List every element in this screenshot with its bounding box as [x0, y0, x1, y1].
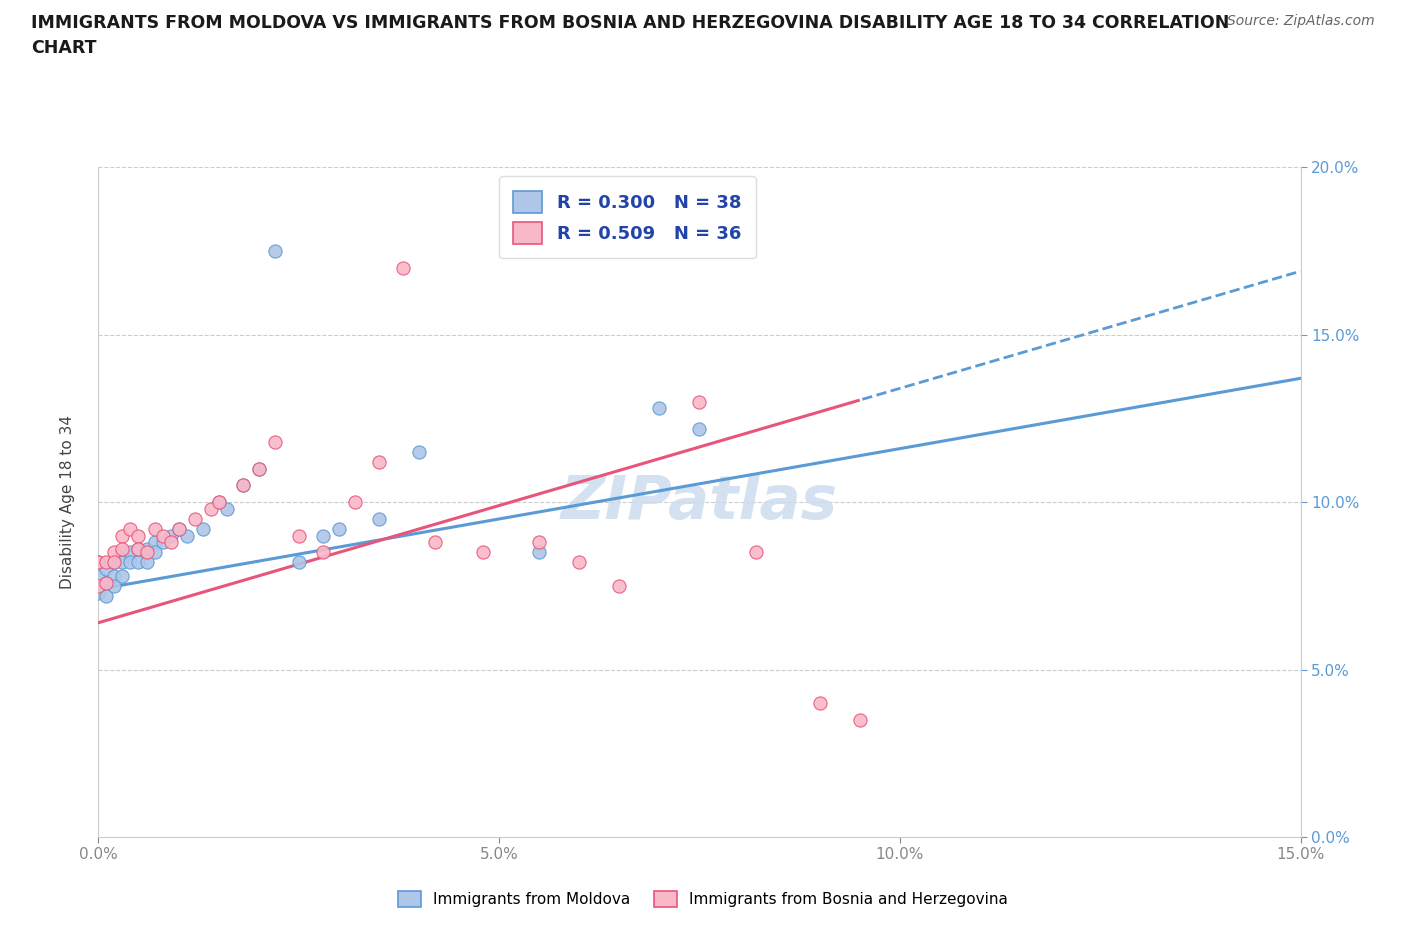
Point [849, 712, 872, 727]
Point [96, 589, 118, 604]
Point [128, 541, 150, 556]
Point [232, 478, 254, 493]
Text: Source: ZipAtlas.com: Source: ZipAtlas.com [1227, 14, 1375, 28]
Point [103, 545, 125, 560]
Point [152, 535, 174, 550]
Point [808, 696, 831, 711]
Point [111, 528, 134, 543]
Point [368, 455, 391, 470]
Point [120, 545, 142, 560]
Point [392, 260, 415, 275]
Legend: R = 0.300   N = 38, R = 0.509   N = 36: R = 0.300 N = 38, R = 0.509 N = 36 [499, 177, 755, 259]
Point [689, 394, 711, 409]
Point [529, 545, 551, 560]
Point [159, 535, 181, 550]
Point [103, 578, 125, 593]
Point [744, 545, 766, 560]
Point [263, 244, 285, 259]
Point [103, 555, 125, 570]
Point [111, 555, 134, 570]
Point [215, 501, 238, 516]
Point [87, 578, 110, 593]
Point [128, 541, 150, 556]
Point [247, 461, 270, 476]
Point [368, 512, 391, 526]
Point [87, 555, 110, 570]
Text: CHART: CHART [31, 39, 97, 57]
Point [135, 555, 157, 570]
Point [328, 522, 350, 537]
Point [96, 575, 118, 590]
Point [143, 522, 166, 537]
Point [191, 522, 214, 537]
Point [568, 555, 591, 570]
Point [96, 575, 118, 590]
Point [135, 545, 157, 560]
Point [312, 545, 335, 560]
Point [343, 495, 366, 510]
Point [200, 501, 222, 516]
Text: ZIPatlas: ZIPatlas [561, 472, 838, 532]
Point [689, 421, 711, 436]
Point [143, 545, 166, 560]
Point [87, 585, 110, 600]
Y-axis label: Disability Age 18 to 34: Disability Age 18 to 34 [60, 415, 75, 590]
Point [87, 555, 110, 570]
Point [288, 528, 311, 543]
Point [208, 495, 231, 510]
Point [312, 528, 335, 543]
Point [472, 545, 495, 560]
Legend: Immigrants from Moldova, Immigrants from Bosnia and Herzegovina: Immigrants from Moldova, Immigrants from… [392, 884, 1014, 913]
Point [167, 522, 190, 537]
Point [96, 562, 118, 577]
Point [152, 528, 174, 543]
Point [167, 522, 190, 537]
Point [111, 568, 134, 583]
Text: IMMIGRANTS FROM MOLDOVA VS IMMIGRANTS FROM BOSNIA AND HERZEGOVINA DISABILITY AGE: IMMIGRANTS FROM MOLDOVA VS IMMIGRANTS FR… [31, 14, 1229, 32]
Point [120, 555, 142, 570]
Point [408, 445, 430, 459]
Point [263, 434, 285, 449]
Point [87, 568, 110, 583]
Point [96, 555, 118, 570]
Point [128, 528, 150, 543]
Point [111, 545, 134, 560]
Point [648, 401, 671, 416]
Point [103, 568, 125, 583]
Point [128, 555, 150, 570]
Point [232, 478, 254, 493]
Point [159, 528, 181, 543]
Point [120, 522, 142, 537]
Point [208, 495, 231, 510]
Point [111, 541, 134, 556]
Point [529, 535, 551, 550]
Point [423, 535, 446, 550]
Point [143, 535, 166, 550]
Point [609, 578, 631, 593]
Point [183, 512, 205, 526]
Point [176, 528, 198, 543]
Point [288, 555, 311, 570]
Point [103, 555, 125, 570]
Point [135, 541, 157, 556]
Point [247, 461, 270, 476]
